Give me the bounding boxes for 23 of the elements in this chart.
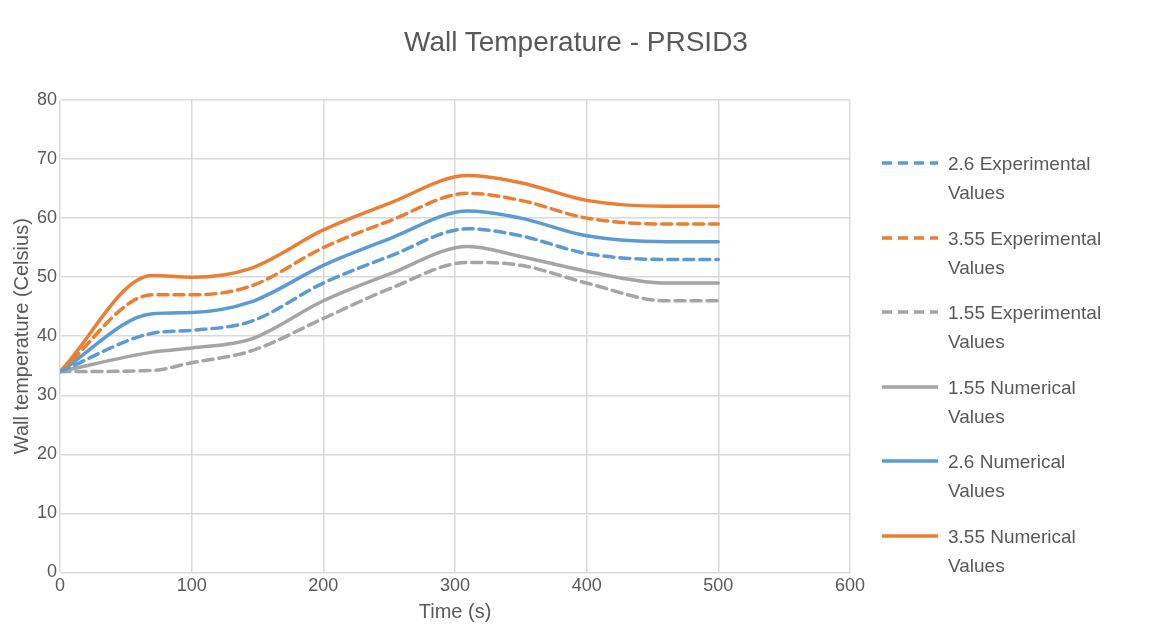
y-tick-label: 20 <box>36 443 58 464</box>
y-tick-label: 50 <box>36 266 58 287</box>
legend-label: 3.55 Experimental Values <box>948 226 1103 280</box>
y-axis-title: Wall temperature (Celsius) <box>9 218 32 455</box>
chart-title: Wall Temperature - PRSID3 <box>403 26 749 58</box>
legend-label: 3.55 Numerical Values <box>948 524 1077 578</box>
x-tick-label: 300 <box>439 575 471 596</box>
legend-label: 1.55 Experimental Values <box>948 301 1103 354</box>
legend-label: 2.6 Experimental Values <box>948 152 1092 205</box>
x-tick-label: 500 <box>703 575 734 596</box>
y-tick-label: 40 <box>36 325 58 346</box>
x-tick-label: 400 <box>571 575 602 596</box>
x-tick-label: 600 <box>834 575 866 596</box>
legend-label: 2.6 Numerical Values <box>948 450 1067 503</box>
y-tick-label: 70 <box>36 148 58 169</box>
y-tick-label: 10 <box>36 502 58 523</box>
x-tick-label: 200 <box>308 575 339 596</box>
x-axis-title: Time (s) <box>418 599 492 622</box>
x-tick-label: 100 <box>176 575 207 596</box>
legend-label: 1.55 Numerical Values <box>948 375 1077 429</box>
y-tick-label: 60 <box>36 207 58 228</box>
y-tick-label: 80 <box>36 88 58 109</box>
y-tick-label: 30 <box>36 384 58 405</box>
